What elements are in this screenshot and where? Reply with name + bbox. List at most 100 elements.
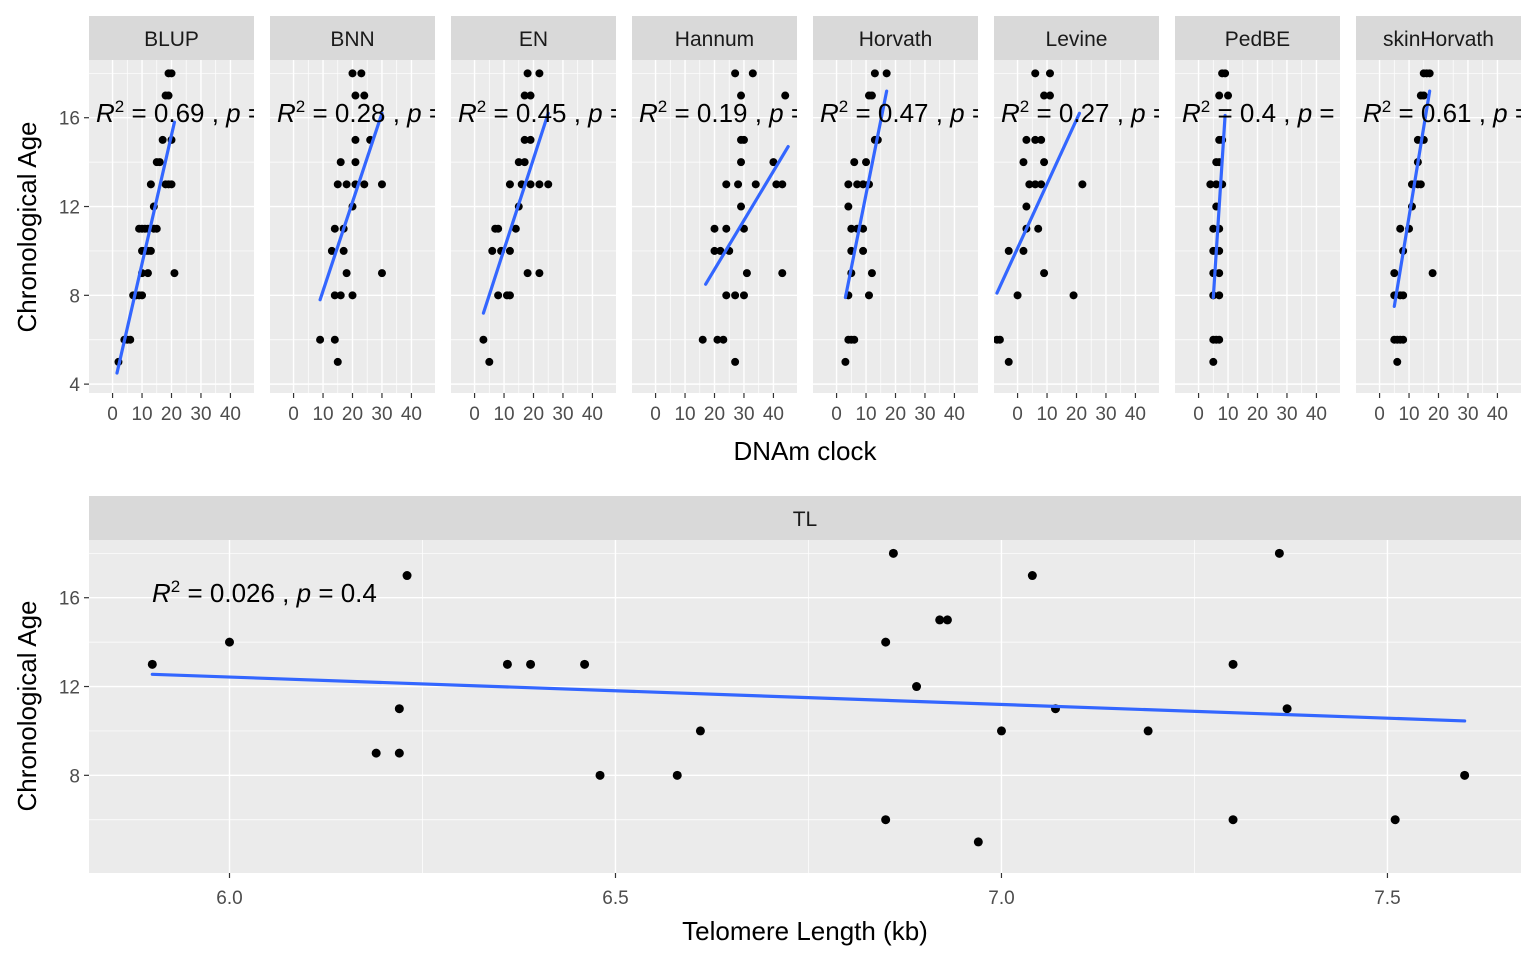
data-point xyxy=(147,659,157,669)
data-point xyxy=(357,69,366,78)
data-point xyxy=(1045,69,1054,78)
data-point xyxy=(526,91,535,100)
facet-strip-label: BLUP xyxy=(144,28,199,51)
x-tick-label: 20 xyxy=(342,404,363,425)
facet-panel: Hannum R2 = 0.19 , p = 0 10 20 30 40 xyxy=(632,16,806,425)
data-point xyxy=(535,180,544,189)
data-point xyxy=(1022,202,1031,211)
data-point xyxy=(126,335,135,344)
data-point xyxy=(1034,224,1043,233)
x-tick-label: 30 xyxy=(552,404,573,425)
top-x-axis-title: DNAm clock xyxy=(733,436,877,466)
data-point xyxy=(351,135,360,144)
data-point xyxy=(520,158,529,167)
data-point xyxy=(1078,180,1087,189)
facet-strip xyxy=(813,16,978,60)
data-point xyxy=(336,291,345,300)
data-point xyxy=(769,158,778,167)
x-tick-label: 30 xyxy=(1095,404,1116,425)
x-tick-label: 40 xyxy=(401,404,422,425)
y-tick-label: 12 xyxy=(59,198,80,219)
r2-annotation: R2 = 0.28 , p = xyxy=(277,97,444,128)
data-point xyxy=(526,659,536,669)
data-point xyxy=(535,69,544,78)
data-point xyxy=(360,91,369,100)
data-point xyxy=(167,69,176,78)
data-point xyxy=(778,269,787,278)
data-point xyxy=(1022,135,1031,144)
facet-strip xyxy=(270,16,435,60)
r2-annotation: R2 = 0.61 , p = xyxy=(1363,97,1530,128)
data-point xyxy=(1209,357,1218,366)
panel-data: R2 = 0.27 , p = xyxy=(994,69,1159,366)
data-point xyxy=(1031,69,1040,78)
facet-strip xyxy=(1175,16,1340,60)
x-tick-label: 40 xyxy=(1125,404,1146,425)
data-point xyxy=(511,224,520,233)
data-point xyxy=(1004,357,1013,366)
data-point xyxy=(1027,571,1037,581)
x-tick-label: 40 xyxy=(220,404,241,425)
data-point xyxy=(330,291,339,300)
top-y-axis-title: Chronological Age xyxy=(12,121,42,332)
y-tick-label: 16 xyxy=(59,109,80,130)
data-point xyxy=(716,246,725,255)
x-tick-label: 6.0 xyxy=(216,888,242,909)
data-point xyxy=(751,180,760,189)
x-tick-label: 0 xyxy=(1374,404,1385,425)
data-point xyxy=(1215,291,1224,300)
y-tick-label: 4 xyxy=(69,375,80,396)
data-point xyxy=(739,135,748,144)
r2-annotation: R2 = 0.19 , p = xyxy=(639,97,806,128)
data-point xyxy=(1212,180,1221,189)
x-tick-label: 40 xyxy=(763,404,784,425)
data-point xyxy=(844,180,853,189)
facet-strip-label: PedBE xyxy=(1225,28,1290,51)
data-point xyxy=(167,180,176,189)
facet-strip xyxy=(1356,16,1521,60)
data-point xyxy=(523,269,532,278)
x-tick-label: 7.5 xyxy=(1374,888,1400,909)
data-point xyxy=(1282,704,1292,714)
data-point xyxy=(377,269,386,278)
data-point xyxy=(1025,180,1034,189)
x-tick-label: 20 xyxy=(1428,404,1449,425)
data-point xyxy=(155,158,164,167)
data-point xyxy=(544,180,553,189)
regression-line xyxy=(481,111,550,315)
data-point xyxy=(1013,291,1022,300)
facet-strip xyxy=(632,16,797,60)
data-point xyxy=(731,357,740,366)
data-point xyxy=(330,224,339,233)
panel-data: R2 = 0.45 , p = xyxy=(458,69,616,366)
facet-strip xyxy=(994,16,1159,60)
x-tick-label: 20 xyxy=(161,404,182,425)
data-point xyxy=(333,357,342,366)
x-tick-label: 20 xyxy=(1066,404,1087,425)
data-point xyxy=(502,659,512,669)
data-point xyxy=(850,335,859,344)
data-point xyxy=(739,291,748,300)
facet-panel: Levine R2 = 0.27 , p = 0 10 20 30 40 xyxy=(994,16,1159,425)
data-point xyxy=(881,637,891,647)
data-point xyxy=(935,615,945,625)
data-point xyxy=(158,135,167,144)
data-point xyxy=(1215,335,1224,344)
facet-strip xyxy=(89,496,1521,540)
data-point xyxy=(731,69,740,78)
x-tick-label: 20 xyxy=(885,404,906,425)
data-point xyxy=(1390,269,1399,278)
data-point xyxy=(1031,135,1040,144)
data-point xyxy=(737,202,746,211)
regression-line xyxy=(115,120,177,375)
x-tick-label: 40 xyxy=(1487,404,1508,425)
data-point xyxy=(1037,180,1046,189)
facet-panel: BLUP R2 = 0.69 , p = 0 10 20 30 40 xyxy=(89,16,254,425)
data-point xyxy=(505,180,514,189)
data-point xyxy=(850,158,859,167)
data-point xyxy=(371,748,381,758)
data-point xyxy=(514,158,523,167)
data-point xyxy=(535,269,544,278)
x-tick-label: 30 xyxy=(371,404,392,425)
data-point xyxy=(888,548,898,558)
